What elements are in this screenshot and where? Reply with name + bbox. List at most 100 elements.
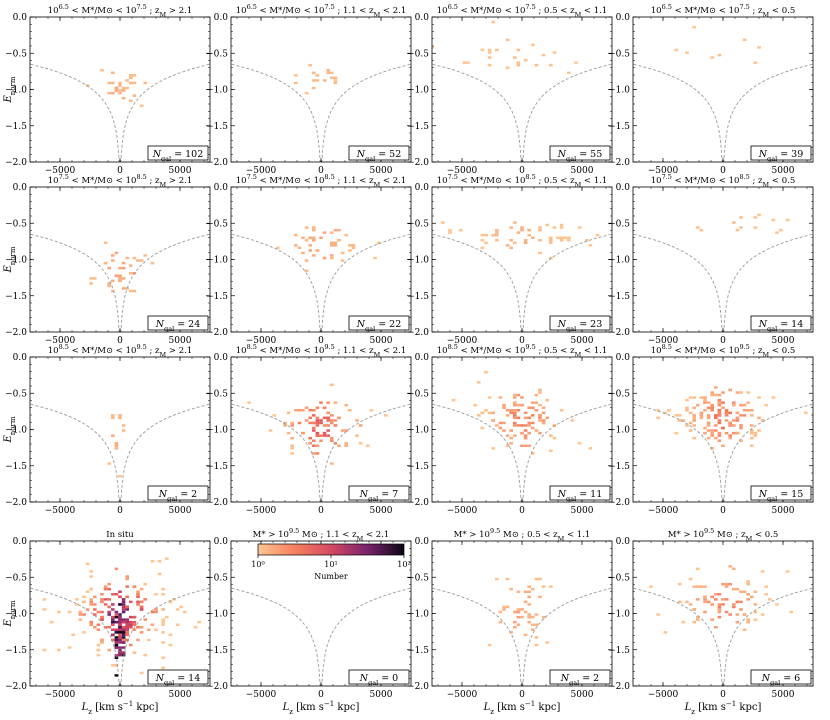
heatmap-cell	[100, 598, 104, 601]
heatmap-cell	[717, 610, 722, 614]
heatmap-cell	[121, 626, 126, 629]
heatmap-cell	[132, 74, 137, 77]
heatmap-cell	[337, 239, 341, 242]
heatmap-cell	[333, 401, 338, 404]
heatmap-cell	[681, 419, 686, 422]
heatmap-cell	[114, 656, 119, 659]
heatmap-cell	[742, 403, 747, 407]
heatmap-cell	[746, 391, 750, 394]
heatmap-cell	[721, 598, 725, 601]
y-tick-label: −1.0	[5, 426, 27, 436]
heatmap-cell	[706, 429, 711, 432]
heatmap-cell	[111, 603, 115, 606]
heatmap-cell	[706, 421, 711, 425]
heatmap-cell	[692, 608, 696, 611]
heatmap-cell	[308, 249, 312, 252]
heatmap-cell	[136, 590, 140, 593]
heatmap-cell	[513, 411, 517, 415]
y-tick-label: 0.0	[415, 13, 430, 23]
envelope-curve-right	[522, 63, 612, 162]
heatmap-cell	[114, 447, 119, 450]
heatmap-cell	[78, 610, 83, 614]
heatmap-cell	[523, 434, 528, 437]
heatmap-cell	[538, 419, 542, 422]
heatmap-cell	[308, 63, 312, 67]
heatmap-cell	[531, 426, 535, 430]
heatmap-cell	[100, 600, 104, 604]
heatmap-cell	[150, 261, 155, 265]
heatmap-cell	[692, 396, 696, 399]
heatmap-cell	[358, 424, 363, 427]
heatmap-cell	[121, 266, 126, 270]
heatmap-cell	[75, 598, 79, 601]
heatmap-cell	[538, 388, 542, 392]
panel-0-2: 106.5 < M*/M⊙ < 107.5 ; 0.5 < zM < 1.1 0.…	[407, 3, 613, 176]
heatmap-cell	[129, 272, 133, 275]
heatmap-cell	[703, 409, 707, 412]
heatmap-cell	[315, 74, 320, 77]
heatmap-cell	[732, 603, 736, 606]
heatmap-cell	[717, 403, 722, 407]
y-tick-label: −0.5	[407, 389, 429, 399]
heatmap-cell	[742, 628, 747, 631]
x-tick-label: −5000	[246, 506, 277, 516]
heatmap-cell	[129, 643, 133, 647]
heatmap-cell	[344, 444, 348, 447]
heatmap-cell	[107, 81, 111, 85]
x-tick-label: 5000	[169, 336, 192, 346]
heatmap-cell	[706, 600, 711, 604]
heatmap-cell	[746, 618, 750, 621]
x-tick-label: 0	[318, 690, 324, 700]
x-tick-label: 0	[720, 166, 726, 176]
panel-title: 106.5 < M*/M⊙ < 107.5 ; 0.5 < zM < 1.1	[437, 3, 608, 19]
heatmap-cell	[304, 259, 309, 262]
axes-frame	[431, 540, 613, 687]
heatmap-cell	[161, 587, 165, 591]
heatmap-cell	[509, 631, 513, 634]
heatmap-cell	[527, 421, 531, 425]
heatmap-cell	[114, 251, 119, 255]
heatmap-cell	[505, 605, 510, 609]
heatmap-cell	[509, 411, 513, 415]
heatmap-cell	[692, 424, 696, 427]
y-tick-label: −2.0	[5, 158, 27, 168]
heatmap-cell	[121, 261, 126, 265]
heatmap-cell	[567, 236, 571, 239]
heatmap-cell	[82, 631, 86, 634]
panel-title: 107.5 < M*/M⊙ < 108.5 ; 1.1 < zM < 2.1	[236, 173, 407, 189]
heatmap-cell	[728, 424, 732, 427]
x-tick-label: 5000	[169, 166, 192, 176]
axes-frame	[431, 356, 613, 503]
heatmap-cell	[527, 431, 531, 435]
y-tick-label: −2.0	[407, 158, 429, 168]
ngal-label: Ngal = 39	[758, 149, 804, 163]
heatmap-cell	[714, 593, 718, 596]
envelope-curve-right	[723, 587, 813, 686]
heatmap-cell	[118, 646, 122, 649]
heatmap-cell	[516, 615, 521, 619]
heatmap-cell	[688, 411, 693, 415]
y-tick-label: 0.0	[616, 13, 631, 23]
heatmap-cell	[552, 226, 557, 229]
heatmap-cell	[466, 61, 470, 64]
heatmap-cell	[746, 620, 750, 624]
y-tick-label: 0.0	[13, 537, 28, 547]
heatmap-cell	[121, 277, 126, 280]
heatmap-cell	[107, 610, 111, 614]
heatmap-cell	[319, 236, 323, 239]
heatmap-cell	[93, 613, 97, 616]
heatmap-cell	[480, 239, 485, 242]
heatmap-cell	[312, 426, 316, 430]
heatmap-cell	[559, 409, 564, 412]
x-axis-label: Lz [km s−1 kpc]	[684, 700, 762, 716]
heatmap-cell	[355, 434, 359, 437]
ngal-box	[147, 485, 209, 501]
heatmap-cell	[89, 587, 93, 591]
heatmap-cell	[678, 600, 682, 604]
heatmap-cell	[319, 439, 323, 442]
x-tick-label: −5000	[45, 506, 76, 516]
heatmap-cell	[67, 646, 72, 649]
heatmap-cell	[107, 284, 111, 288]
heatmap-cell	[541, 406, 546, 409]
heatmap-cell	[330, 439, 334, 442]
